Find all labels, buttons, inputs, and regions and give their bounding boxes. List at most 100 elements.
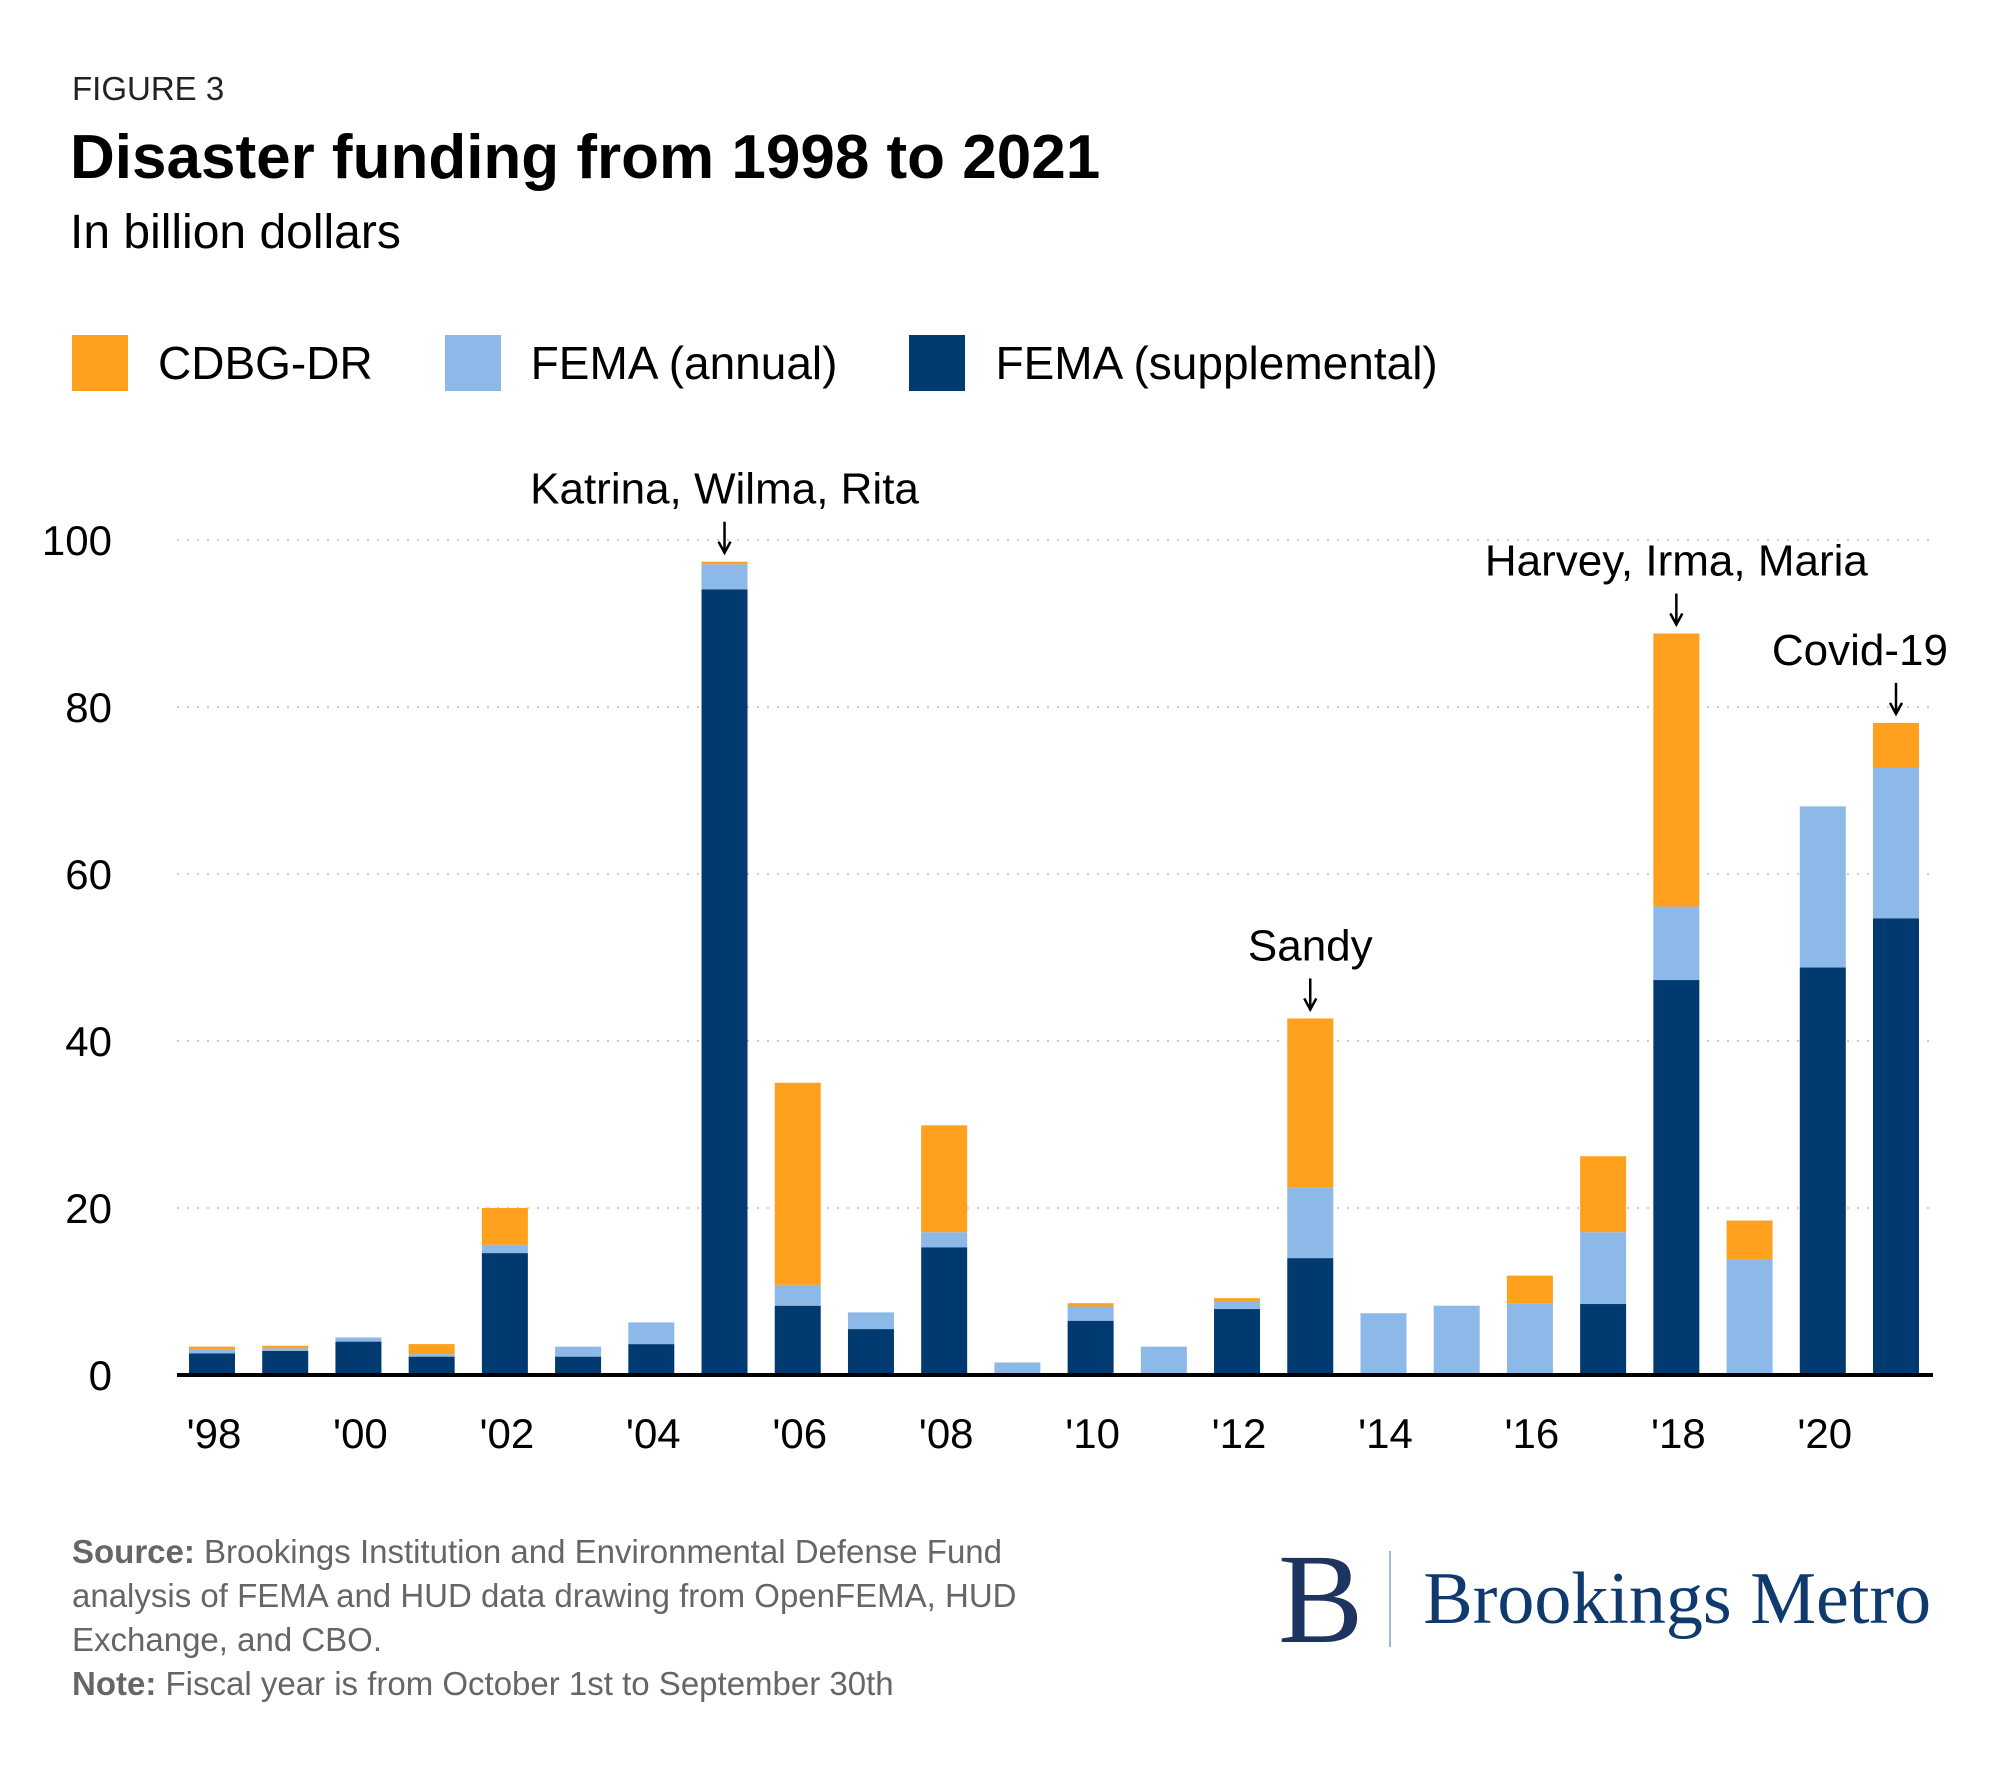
bar-segment-2014-1 (1360, 1313, 1407, 1375)
bar-segment-2003-0 (555, 1356, 602, 1375)
bar-segment-1998-2 (189, 1346, 235, 1350)
bar-segment-2008-0 (921, 1247, 968, 1375)
bar-segment-2012-1 (1214, 1301, 1261, 1310)
bar-segment-2006-0 (774, 1305, 821, 1375)
bar-segment-2017-0 (1580, 1304, 1627, 1375)
x-tick-label: '12 (1212, 1410, 1267, 1457)
bar-segment-2018-2 (1653, 633, 1700, 907)
bar-segment-2005-0 (701, 589, 748, 1375)
bar-segment-2001-1 (408, 1354, 455, 1357)
y-tick-label: 0 (89, 1352, 112, 1399)
bar-segment-2018-1 (1653, 906, 1700, 981)
bar-segment-2016-1 (1506, 1303, 1553, 1375)
bar-segment-2013-1 (1287, 1187, 1334, 1259)
bar-segment-2013-0 (1287, 1258, 1334, 1375)
bar-segment-2011-1 (1140, 1346, 1187, 1375)
note-label: Note: (72, 1665, 157, 1702)
logo-divider (1389, 1551, 1392, 1647)
bar-segment-2010-1 (1067, 1306, 1114, 1321)
bar-segment-2018-0 (1653, 980, 1700, 1375)
annotation-label: Covid-19 (1772, 626, 1948, 675)
x-tick-label: '18 (1651, 1410, 1706, 1457)
annotation-label: Sandy (1248, 921, 1373, 970)
x-tick-label: '08 (919, 1410, 974, 1457)
source-text: Brookings Institution and Environmental … (72, 1533, 1017, 1658)
y-tick-label: 80 (65, 684, 112, 731)
legend-swatch-cdbg-dr (72, 335, 128, 391)
annotation-arrowhead-icon (717, 541, 732, 556)
figure-label: FIGURE 3 (72, 70, 225, 107)
legend-label: FEMA (annual) (530, 337, 838, 389)
bar-segment-1999-0 (262, 1350, 309, 1375)
bar-segment-2002-1 (481, 1244, 528, 1254)
legend-label: FEMA (supplemental) (995, 337, 1438, 389)
annotation-arrowhead-icon (1888, 702, 1904, 717)
bar-segment-2008-1 (921, 1232, 968, 1248)
chart-subtitle: In billion dollars (70, 206, 401, 259)
y-tick-label: 60 (65, 851, 112, 898)
bar-segment-1999-2 (262, 1345, 309, 1349)
bar-segment-2021-1 (1873, 767, 1919, 919)
bar-segment-2012-0 (1214, 1309, 1261, 1375)
annotation-arrowhead-icon (1303, 997, 1318, 1013)
bar-segment-2004-1 (628, 1322, 675, 1345)
y-tick-label: 20 (65, 1185, 112, 1232)
x-tick-label: '98 (187, 1410, 242, 1457)
bar-segment-2007-0 (847, 1329, 894, 1375)
bar-segment-2001-2 (408, 1344, 455, 1355)
annotation-arrowhead-icon (1669, 612, 1684, 628)
bar-segment-2009-1 (994, 1362, 1041, 1375)
x-tick-label: '20 (1797, 1410, 1852, 1457)
bar-segment-1999-1 (262, 1348, 309, 1351)
source-note: Source: Brookings Institution and Enviro… (72, 1530, 1112, 1706)
bar-segment-2006-1 (774, 1284, 821, 1306)
x-tick-label: '02 (479, 1410, 534, 1457)
bar-segment-2012-2 (1214, 1298, 1261, 1302)
bar-segment-2005-2 (701, 561, 748, 565)
legend: CDBG-DR FEMA (annual) FEMA (supplemental… (72, 335, 1510, 391)
bar-segment-2001-0 (408, 1356, 455, 1375)
chart-title: Disaster funding from 1998 to 2021 (70, 123, 1101, 192)
annotation-label: Harvey, Irma, Maria (1485, 537, 1869, 586)
x-tick-label: '16 (1505, 1410, 1560, 1457)
legend-item-cdbg-dr: CDBG-DR (72, 335, 373, 391)
bar-segment-2002-0 (481, 1253, 528, 1375)
bar-segment-2002-2 (481, 1208, 528, 1245)
bar-segment-2003-1 (555, 1346, 602, 1357)
bar-segment-2008-2 (921, 1125, 968, 1233)
x-tick-label: '06 (772, 1410, 827, 1457)
legend-swatch-fema-supplemental (909, 335, 966, 391)
source-label: Source: (72, 1533, 195, 1570)
bar-segment-2006-2 (774, 1082, 821, 1285)
y-tick-label: 100 (42, 517, 112, 564)
bar-segment-2015-1 (1433, 1305, 1480, 1375)
bar-segment-2016-2 (1506, 1275, 1553, 1304)
bar-segment-2020-0 (1799, 967, 1846, 1375)
bar-segment-2007-1 (847, 1312, 894, 1330)
x-tick-label: '04 (626, 1410, 681, 1457)
annotation-label: Katrina, Wilma, Rita (530, 465, 919, 514)
bar-segment-2010-0 (1067, 1320, 1114, 1375)
legend-label: CDBG-DR (158, 337, 373, 389)
logo-text: Brookings Metro (1423, 1557, 1932, 1640)
legend-item-fema-annual: FEMA (annual) (444, 335, 838, 391)
legend-item-fema-supplemental: FEMA (supplemental) (909, 335, 1438, 391)
note-text: Fiscal year is from October 1st to Septe… (156, 1665, 894, 1702)
bar-segment-2021-2 (1873, 722, 1919, 768)
x-tick-label: '14 (1358, 1410, 1413, 1457)
legend-swatch-fema-annual (444, 335, 501, 391)
bar-segment-2017-1 (1580, 1232, 1627, 1305)
bar-segment-2020-1 (1799, 806, 1846, 968)
logo-letter: B (1278, 1528, 1364, 1670)
brookings-metro-logo: B Brookings Metro (1278, 1535, 1931, 1663)
bar-segment-2019-2 (1726, 1220, 1773, 1259)
bar-segment-2013-2 (1287, 1018, 1334, 1188)
bar-segment-2019-1 (1726, 1258, 1773, 1375)
bar-segment-2005-1 (701, 564, 748, 590)
bar-segment-2004-0 (628, 1344, 675, 1375)
x-tick-label: '00 (333, 1410, 388, 1457)
bar-segment-1998-0 (189, 1353, 235, 1375)
bar-segment-2010-2 (1067, 1303, 1114, 1307)
bar-segment-1998-1 (189, 1349, 235, 1354)
